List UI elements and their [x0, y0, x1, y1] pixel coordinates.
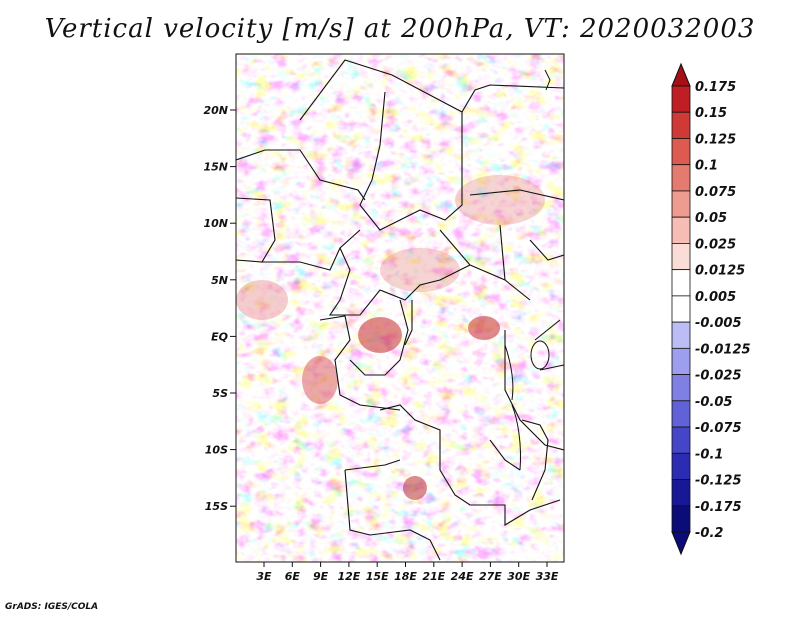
updraft-cores	[236, 175, 545, 500]
colorbar-bin	[671, 505, 691, 533]
map-frame	[235, 53, 565, 563]
colorbar-label: 0.005	[695, 290, 736, 305]
colorbar-bin	[671, 164, 691, 192]
lat-label: 10N	[203, 217, 228, 230]
lat-label: 5N	[211, 274, 228, 287]
colorbar-bin	[671, 347, 691, 375]
lon-label: 21E	[422, 570, 445, 583]
colorbar-label: 0.1	[695, 159, 718, 174]
lon-label: 18E	[394, 570, 417, 583]
chart-title: Vertical velocity [m/s] at 200hPa, VT: 2…	[44, 14, 756, 44]
colorbar-label: 0.025	[695, 237, 736, 252]
colorbar-max-triangle	[671, 62, 691, 87]
map-area	[235, 53, 565, 563]
lon-label: 9E	[313, 570, 329, 583]
colorbar-bin	[671, 138, 691, 166]
lat-label: 20N	[203, 104, 228, 117]
colorbar-bin	[671, 321, 691, 349]
colorbar-min-triangle	[671, 531, 691, 556]
colorbar-bin	[671, 426, 691, 454]
lat-label: 10S	[205, 444, 228, 457]
lon-label: 30E	[507, 570, 530, 583]
lon-label: 12E	[337, 570, 360, 583]
colorbar-label: 0.05	[695, 211, 727, 226]
grads-credit: GrADS: IGES/COLA	[5, 602, 99, 612]
lon-label: 6E	[285, 570, 301, 583]
colorbar-label: -0.125	[695, 474, 742, 489]
lake-outlines	[504, 69, 551, 471]
colorbar-label: 0.0125	[695, 264, 745, 279]
colorbar-label: 0.15	[695, 106, 727, 121]
colorbar-label: -0.175	[695, 500, 742, 515]
longitude-axis: 3E 6E 9E 12E 15E 18E 21E 24E 27E 30E 33E	[256, 562, 559, 583]
lat-label: 15N	[203, 161, 228, 174]
colorbar-label: -0.005	[695, 316, 742, 331]
colorbar-label: 0.175	[695, 80, 736, 95]
colorbar-bin	[671, 243, 691, 271]
colorbar-bin	[671, 400, 691, 428]
colorbar-bin	[671, 269, 691, 297]
lat-label: 15S	[205, 500, 228, 513]
colorbar-bin	[671, 374, 691, 402]
latitude-axis: 20N 15N 10N 5N EQ 5S 10S 15S	[203, 104, 236, 513]
velocity-field	[236, 54, 564, 562]
colorbar-label: 0.075	[695, 185, 736, 200]
lon-label: 33E	[536, 570, 559, 583]
lat-label: 5S	[212, 387, 228, 400]
colorbar-bin	[671, 190, 691, 218]
colorbar-label: -0.1	[695, 447, 723, 462]
colorbar-label: -0.025	[695, 369, 742, 384]
colorbar-bin	[671, 295, 691, 323]
colorbar-label: -0.2	[695, 526, 723, 541]
lon-label: 24E	[451, 570, 474, 583]
country-borders	[236, 59, 564, 561]
colorbar-label: -0.075	[695, 421, 742, 436]
colorbar: 0.175 0.15 0.125 0.1 0.075 0.05 0.025 0.0125 0.0…	[671, 62, 751, 556]
colorbar-label: 0.125	[695, 132, 736, 147]
colorbar-label: -0.05	[695, 395, 732, 410]
colorbar-label: -0.0125	[695, 342, 751, 357]
colorbar-bin	[671, 85, 691, 113]
lon-label: 3E	[256, 570, 272, 583]
colorbar-bin	[671, 216, 691, 244]
colorbar-bin	[671, 452, 691, 480]
lon-label: 15E	[366, 570, 389, 583]
colorbar-bin	[671, 479, 691, 507]
lon-label: 27E	[479, 570, 502, 583]
lat-label: EQ	[211, 330, 228, 343]
colorbar-bin	[671, 111, 691, 139]
